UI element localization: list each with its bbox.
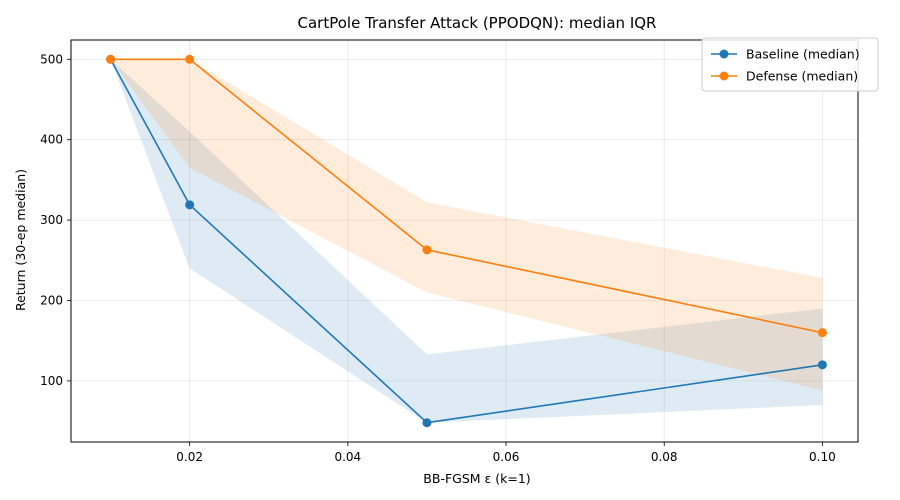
y-tick-label: 300 [40,213,63,227]
y-axis-ticks: 100 200 300 400 500 [40,52,71,388]
x-axis-ticks: 0.02 0.04 0.06 0.08 0.10 [176,442,836,464]
legend: Baseline (median) Defense (median) [701,37,879,92]
data-point-baseline [422,418,432,428]
iqr-bands [110,59,823,423]
x-axis-label: BB-FGSM ε (k=1) [423,471,530,486]
x-tick-label: 0.02 [176,450,203,464]
legend-marker-defense [719,71,729,81]
y-tick-label: 500 [40,52,63,66]
data-point-defense [422,245,432,255]
x-tick-label: 0.06 [493,450,520,464]
data-point-baseline [185,200,195,210]
data-point-defense [106,54,116,64]
series-points [106,54,827,428]
data-point-defense [185,54,195,64]
series-lines [109,58,823,424]
y-tick-label: 200 [40,293,63,307]
plot-frame [70,39,859,443]
y-axis-label: Return (30-ep median) [13,169,28,311]
y-tick-label: 100 [40,374,63,388]
x-tick-label: 0.10 [809,450,836,464]
legend-box [701,37,879,92]
legend-label-baseline: Baseline (median) [746,47,860,62]
chart-title: CartPole Transfer Attack (PPODQN): media… [298,14,657,32]
iqr-band-defense [110,59,823,391]
x-tick-label: 0.04 [334,450,361,464]
legend-marker-baseline [719,49,729,59]
x-tick-label: 0.08 [651,450,678,464]
iqr-band-baseline [110,59,823,423]
data-point-defense [817,328,827,338]
y-tick-label: 400 [40,133,63,147]
legend-label-defense: Defense (median) [746,69,858,84]
series-line-defense [110,58,823,334]
series-line-baseline [109,58,823,424]
data-point-baseline [817,360,827,370]
